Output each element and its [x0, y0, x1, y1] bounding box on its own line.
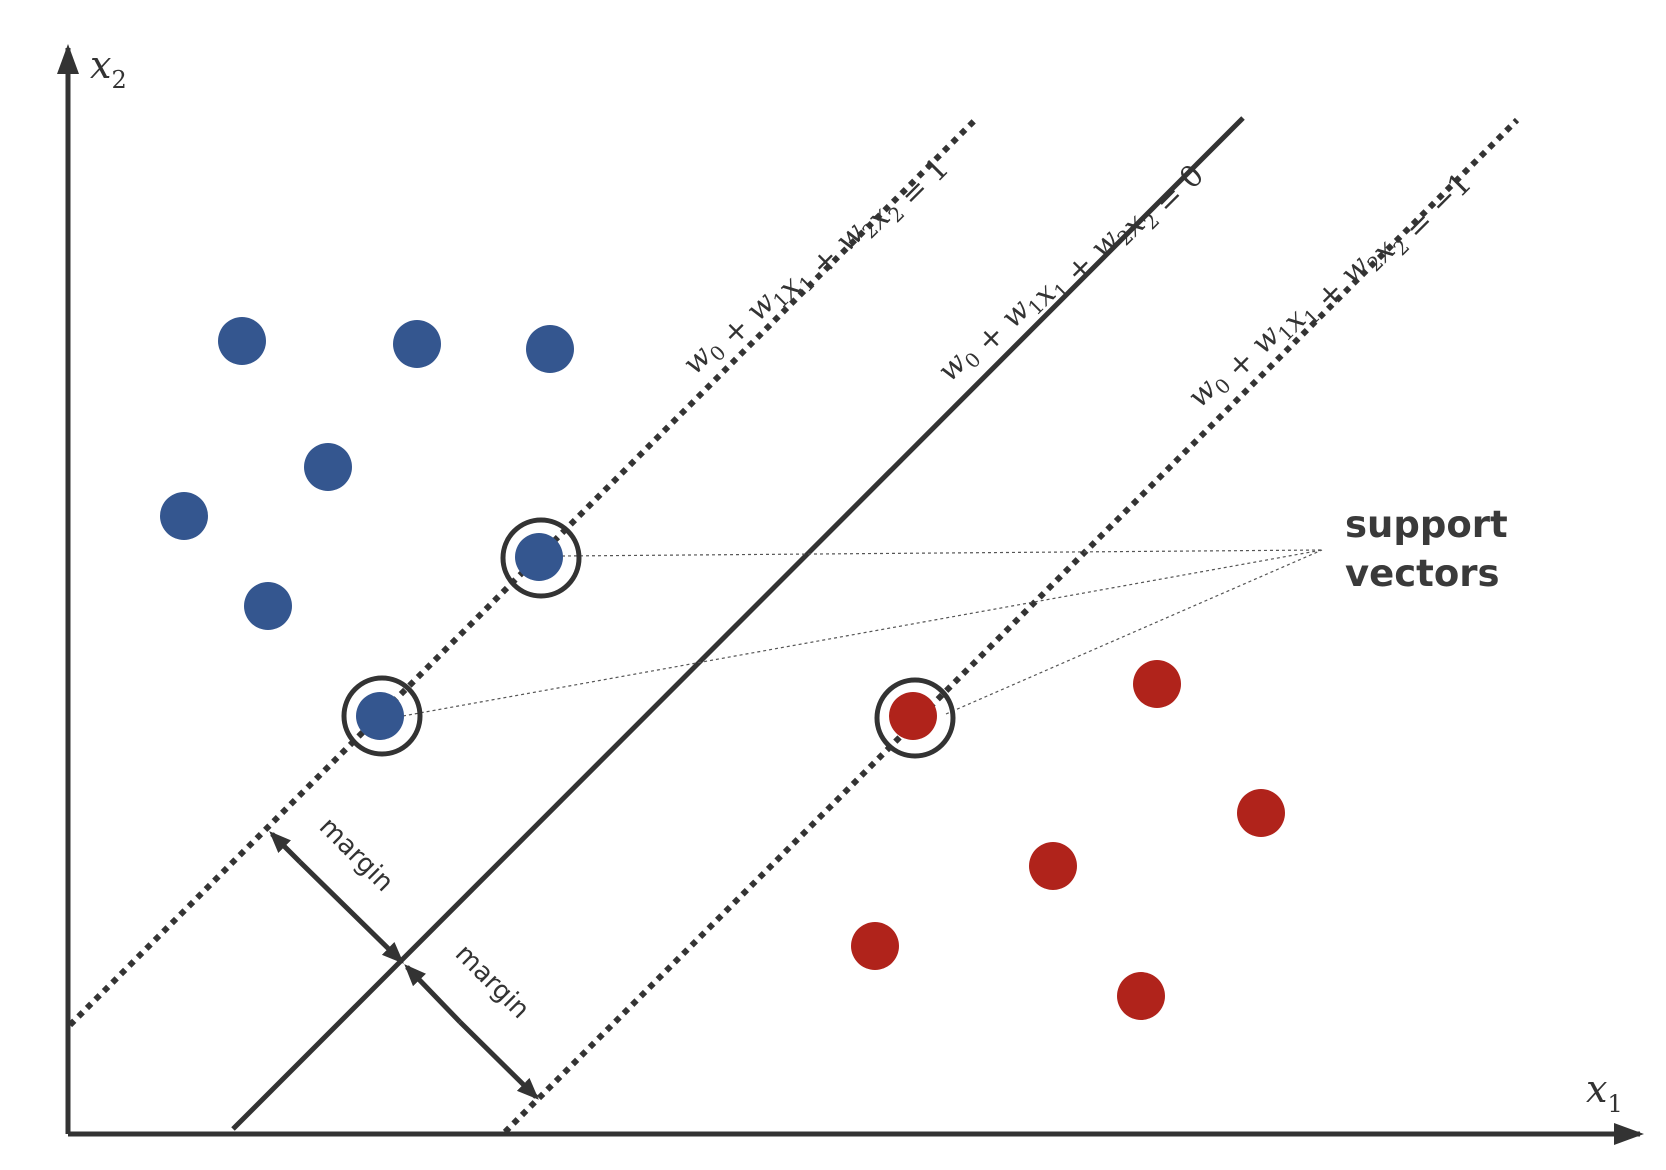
data-point-blue	[393, 320, 441, 368]
x-axis-label: x1	[1586, 1067, 1623, 1118]
data-point-red	[851, 922, 899, 970]
data-point-red	[1237, 789, 1285, 837]
data-point-blue	[526, 325, 574, 373]
support-vectors-label-line2: vectors	[1345, 552, 1500, 595]
class-red-points	[851, 660, 1285, 1020]
class-blue-points	[160, 317, 574, 740]
support-vector-ring	[874, 677, 956, 759]
data-point-blue	[160, 492, 208, 540]
support-vector-rings	[341, 517, 956, 759]
margin-arrow-lower	[404, 964, 539, 1100]
svg-text:w0 + w1x1 + w2x2 = −1: w0 + w1x1 + w2x2 = −1	[1181, 141, 1479, 439]
data-point-blue	[218, 317, 266, 365]
decision-boundary-equation: w0 + w1x1 + w2x2 = 0	[931, 133, 1211, 413]
lower-margin-line	[502, 117, 1520, 1135]
data-point-blue	[244, 582, 292, 630]
data-point-red	[1133, 660, 1181, 708]
data-point-blue	[304, 443, 352, 491]
svg-text:margin: margin	[449, 939, 535, 1025]
margin-label-lower: margin	[449, 939, 535, 1025]
support-vector-red	[889, 692, 937, 740]
support-vector-ring	[341, 675, 423, 757]
lower-margin-equation: w0 + w1x1 + w2x2 = −1	[1181, 141, 1479, 439]
support-vector-blue	[356, 692, 404, 740]
support-vector-blue	[515, 533, 563, 581]
support-vector-ring	[500, 517, 582, 599]
svg-text:w0 + w1x1 + w2x2 = 0: w0 + w1x1 + w2x2 = 0	[931, 133, 1211, 413]
margin-arrow-upper	[269, 831, 404, 964]
support-vectors-label-line1: support	[1345, 503, 1508, 546]
svg-text:w0 + w1x1 + w2x2 = 1: w0 + w1x1 + w2x2 = 1	[676, 126, 956, 406]
data-point-red	[1117, 972, 1165, 1020]
data-point-red	[1029, 842, 1077, 890]
support-vector-leaders	[402, 549, 1323, 717]
upper-margin-equation: w0 + w1x1 + w2x2 = 1	[676, 126, 956, 406]
y-axis-label: x2	[90, 43, 127, 94]
